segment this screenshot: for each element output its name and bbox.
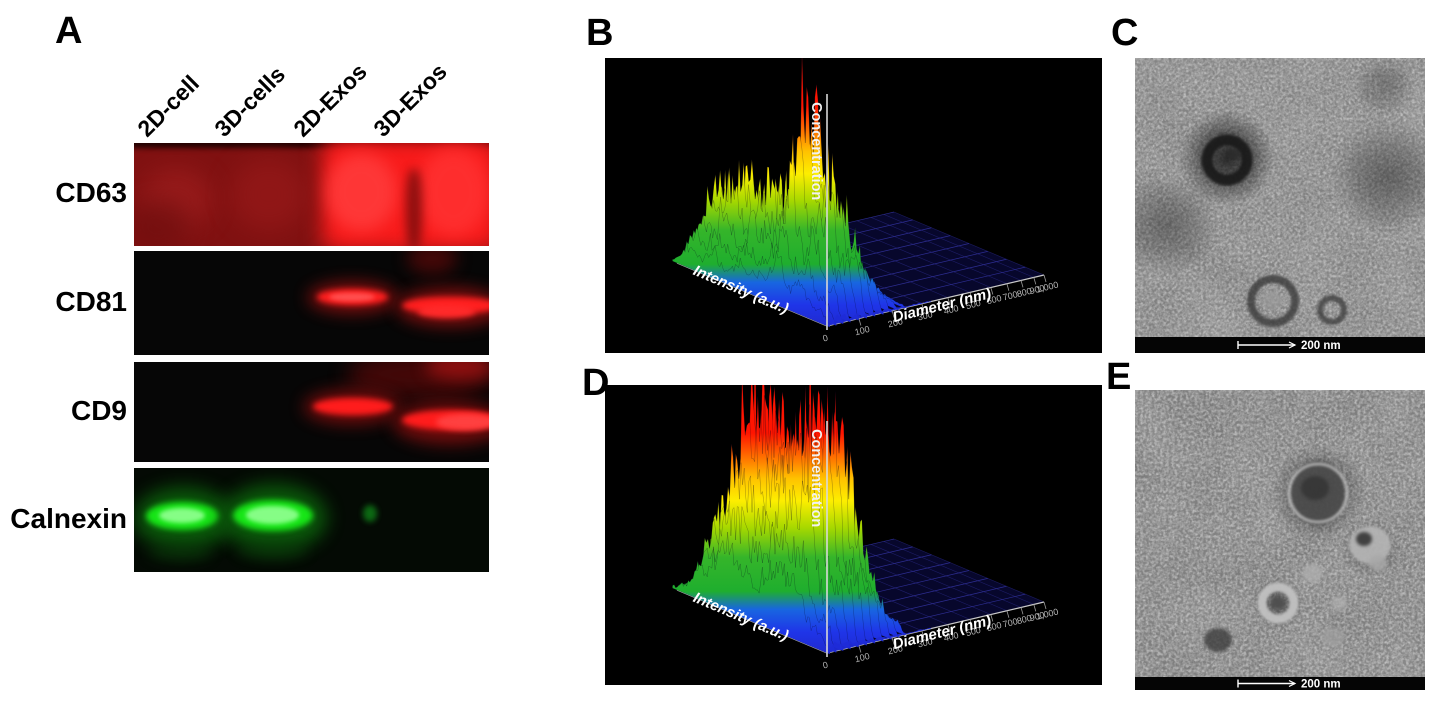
scale-bar: 200 nm [1237, 679, 1341, 691]
lane-label-3d-exos: 3D-Exos [368, 58, 452, 142]
svg-text:300: 300 [917, 309, 934, 322]
tem-image-c: 200 nm [1135, 58, 1425, 353]
panel-a-label: A [55, 10, 83, 52]
blot-band [325, 153, 397, 231]
z-axis-label: Concentration [808, 102, 824, 200]
diameter-axis [826, 274, 1045, 327]
vesicle-blob [1263, 292, 1283, 310]
concentration-surface [672, 385, 908, 655]
vesicle-halo [1135, 174, 1219, 278]
svg-text:600: 600 [986, 620, 1003, 633]
z-axis-label: Concentration [808, 429, 824, 527]
svg-text:800: 800 [1016, 613, 1033, 626]
svg-text:500: 500 [965, 298, 982, 311]
lane-label-2d-exos: 2D-Exos [288, 58, 372, 142]
vesicle-blob [1302, 564, 1322, 582]
vesicle-ring [1247, 275, 1299, 327]
blot-band [236, 540, 308, 560]
blot-protein-label-calnexin: Calnexin [10, 503, 127, 534]
vesicle-blob [1356, 532, 1372, 546]
svg-text:700: 700 [1002, 616, 1019, 629]
blot-band [405, 168, 422, 246]
blot-band [245, 506, 300, 525]
vesicle-blob [1331, 596, 1347, 610]
svg-text:0: 0 [822, 333, 829, 344]
blot-image-cd9 [134, 362, 489, 462]
blot-band [435, 414, 489, 430]
blot-band [148, 542, 213, 562]
svg-text:100: 100 [854, 324, 871, 337]
scale-bar-label: 200 nm [1301, 679, 1341, 691]
blot-protein-label-cd63: CD63 [55, 177, 127, 208]
blot-band [134, 199, 191, 246]
svg-text:100: 100 [854, 651, 871, 664]
lane-label-3d-cells: 3D-cells [209, 60, 291, 142]
vesicle-halo [1355, 58, 1415, 116]
blot-band [362, 505, 378, 523]
svg-text:500: 500 [965, 625, 982, 638]
svg-text:400: 400 [943, 630, 960, 643]
vesicle-blob [1369, 555, 1387, 571]
svg-text:200: 200 [887, 316, 904, 329]
svg-text:600: 600 [986, 293, 1003, 306]
blot-band [313, 398, 394, 415]
vesicles [1204, 445, 1400, 652]
front-ripple [827, 627, 932, 653]
svg-text:900: 900 [1029, 283, 1046, 296]
vesicle-ring [1257, 582, 1299, 624]
panel-b-label: B [586, 12, 614, 54]
vesicle-halo [1179, 110, 1275, 206]
vesicle-blob [1204, 628, 1232, 652]
svg-text:900: 900 [1029, 610, 1046, 623]
vesicle-ring [1287, 462, 1349, 524]
panel-c-label: C [1111, 12, 1139, 54]
blot-protein-label-cd9: CD9 [70, 395, 127, 426]
svg-text:400: 400 [943, 303, 960, 316]
vesicle-blob [1321, 627, 1345, 647]
blot-protein-label-cd81: CD81 [55, 286, 127, 317]
blot-band [425, 362, 489, 379]
tem-image-e: 200 nm [1135, 390, 1425, 690]
vesicle-halo [1330, 118, 1425, 234]
blot-band [229, 158, 308, 231]
vesicle-blob [1301, 476, 1329, 500]
panel-d-label: D [582, 362, 610, 404]
vesicle-blob [1225, 148, 1241, 160]
diameter-axis [826, 601, 1045, 654]
blot-image-cd81 [134, 251, 489, 355]
svg-text:200: 200 [887, 643, 904, 656]
scale-bar: 200 nm [1237, 340, 1341, 352]
blot-image-calnexin [134, 468, 489, 572]
blot-band [407, 251, 458, 274]
blot-band [158, 507, 205, 524]
scale-bar-label: 200 nm [1301, 340, 1341, 352]
lane-label-2d-cell: 2D-cell [132, 69, 205, 142]
vesicle-ring [1201, 134, 1253, 186]
svg-text:800: 800 [1016, 286, 1033, 299]
blot-band [329, 292, 376, 301]
blot-band [134, 143, 489, 149]
vesicles [1135, 58, 1425, 327]
svg-text:0: 0 [822, 660, 829, 671]
blot-image-cd63 [134, 143, 489, 246]
panel-e-label: E [1106, 356, 1132, 398]
blot-band [418, 148, 489, 236]
svg-text:300: 300 [917, 636, 934, 649]
front-ripple [827, 300, 932, 326]
blot-band [418, 305, 475, 318]
vesicle-ring [1317, 295, 1347, 325]
concentration-surface [672, 58, 908, 328]
svg-text:700: 700 [1002, 289, 1019, 302]
vesicle-blob [1271, 597, 1285, 609]
